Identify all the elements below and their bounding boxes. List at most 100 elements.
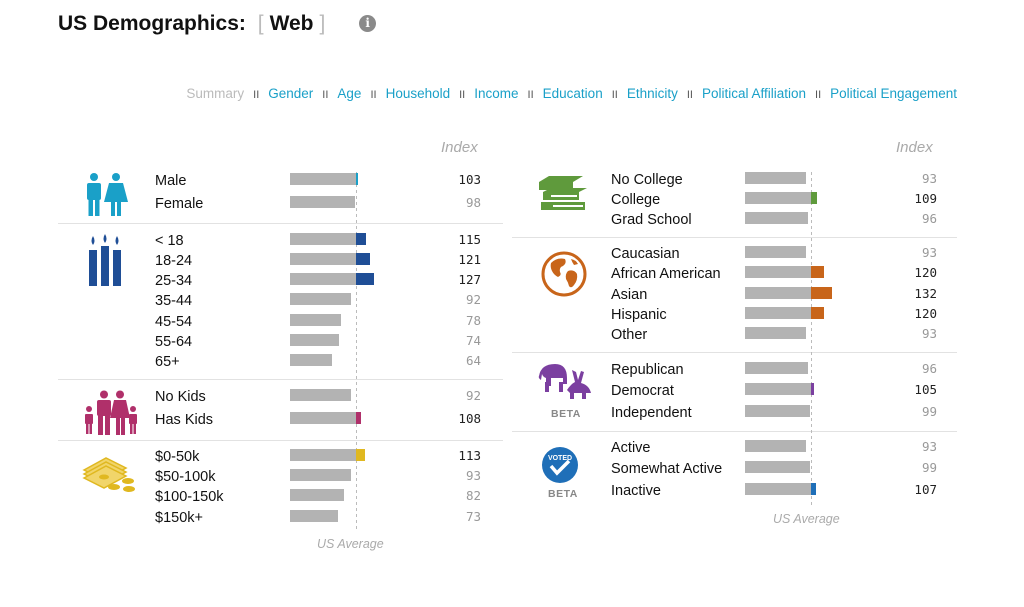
bar-18 bbox=[290, 233, 356, 245]
group-divider bbox=[58, 379, 503, 380]
index-value-male: 103 bbox=[458, 172, 481, 187]
category-label-somewhat-active: Somewhat Active bbox=[611, 461, 723, 477]
bar-female bbox=[290, 196, 355, 208]
nav-tab-gender[interactable]: Gender bbox=[268, 86, 314, 101]
bar-55-64 bbox=[290, 334, 339, 346]
nav-tab-political-engagement[interactable]: Political Engagement bbox=[830, 86, 957, 101]
bar-male bbox=[290, 173, 356, 185]
globe-icon bbox=[541, 251, 587, 297]
category-label-inactive: Inactive bbox=[611, 483, 661, 499]
nav-separator: II bbox=[370, 89, 377, 101]
group-divider bbox=[58, 223, 503, 224]
index-value-no-kids: 92 bbox=[465, 388, 481, 403]
bar-republican bbox=[745, 362, 809, 374]
index-value-other: 93 bbox=[921, 326, 937, 341]
category-label-male: Male bbox=[155, 173, 187, 189]
nav-tab-ethnicity[interactable]: Ethnicity bbox=[626, 86, 678, 101]
nav-separator: II bbox=[253, 89, 260, 101]
category-label-65: 65+ bbox=[155, 354, 180, 370]
category-label-18-24: 18-24 bbox=[155, 253, 193, 269]
index-value-inactive: 107 bbox=[914, 482, 937, 497]
index-value-caucasian: 93 bbox=[921, 245, 937, 260]
nav-tab-summary[interactable]: Summary bbox=[186, 86, 245, 101]
index-value-45-54: 78 bbox=[465, 313, 481, 328]
bar-independent bbox=[745, 405, 811, 417]
books-icon bbox=[539, 176, 587, 210]
index-value-100-150k: 82 bbox=[465, 488, 481, 503]
info-icon[interactable]: i bbox=[359, 15, 377, 32]
index-value-0-50k: 113 bbox=[458, 448, 481, 463]
bar-excess-has-kids bbox=[356, 412, 362, 424]
bar-0-50k bbox=[290, 449, 356, 461]
index-value-grad-school: 96 bbox=[921, 211, 937, 226]
index-value-republican: 96 bbox=[921, 361, 937, 376]
view-selector[interactable]: Web bbox=[269, 12, 314, 35]
index-header-right: Index bbox=[896, 139, 933, 156]
bar-hispanic bbox=[745, 307, 811, 319]
nav-tab-education[interactable]: Education bbox=[542, 86, 603, 101]
category-label-asian: Asian bbox=[611, 287, 648, 303]
nav-tab-income[interactable]: Income bbox=[474, 86, 519, 101]
bar-excess-african-american bbox=[811, 266, 825, 278]
bar-18-24 bbox=[290, 253, 356, 265]
nav-separator: II bbox=[459, 89, 466, 101]
us-average-label-left: US Average bbox=[317, 537, 384, 551]
nav-separator: II bbox=[527, 89, 534, 101]
group-divider bbox=[512, 352, 957, 353]
category-label-0-50k: $0-50k bbox=[155, 449, 200, 465]
index-value-hispanic: 120 bbox=[914, 306, 937, 321]
bar-50-100k bbox=[290, 469, 352, 481]
bar-excess-18-24 bbox=[356, 253, 370, 265]
bracket-close: ] bbox=[319, 12, 326, 35]
bar-active bbox=[745, 440, 807, 452]
category-label-18: < 18 bbox=[155, 233, 184, 249]
nav-separator: II bbox=[322, 89, 329, 101]
bar-inactive bbox=[745, 483, 811, 495]
group-divider bbox=[58, 440, 503, 441]
category-label-50-100k: $50-100k bbox=[155, 469, 216, 485]
category-label-college: College bbox=[611, 192, 661, 208]
page-title: US Demographics: [Web] i bbox=[58, 12, 377, 36]
category-label-active: Active bbox=[611, 440, 651, 456]
nav-separator: II bbox=[611, 89, 618, 101]
category-label-no-college: No College bbox=[611, 172, 683, 188]
category-label-african-american: African American bbox=[611, 266, 721, 282]
money-icon bbox=[82, 457, 135, 492]
category-label-no-kids: No Kids bbox=[155, 389, 206, 405]
us-average-line bbox=[356, 172, 357, 530]
bar-asian bbox=[745, 287, 811, 299]
bar-150k bbox=[290, 510, 339, 522]
index-value-female: 98 bbox=[465, 195, 481, 210]
index-value-independent: 99 bbox=[921, 404, 937, 419]
index-value-african-american: 120 bbox=[914, 265, 937, 280]
index-value-college: 109 bbox=[914, 191, 937, 206]
category-label-female: Female bbox=[155, 196, 204, 212]
index-value-active: 93 bbox=[921, 439, 937, 454]
male-female-icon bbox=[87, 173, 128, 216]
category-label-other: Other bbox=[611, 327, 648, 343]
index-value-has-kids: 108 bbox=[458, 411, 481, 426]
nav-tab-age[interactable]: Age bbox=[337, 86, 362, 101]
bar-excess-male bbox=[356, 173, 358, 185]
nav-separator: II bbox=[686, 89, 693, 101]
index-value-somewhat-active: 99 bbox=[921, 460, 937, 475]
bar-democrat bbox=[745, 383, 811, 395]
bar-grad-school bbox=[745, 212, 809, 224]
nav-tab-political-affiliation[interactable]: Political Affiliation bbox=[701, 86, 807, 101]
index-value-65: 64 bbox=[465, 353, 481, 368]
bar-excess-inactive bbox=[811, 483, 816, 495]
bar-somewhat-active bbox=[745, 461, 811, 473]
group-divider bbox=[512, 237, 957, 238]
candles-icon bbox=[89, 234, 121, 286]
elephant-donkey-icon bbox=[538, 364, 591, 399]
category-label-caucasian: Caucasian bbox=[611, 246, 680, 262]
bar-excess-asian bbox=[811, 287, 833, 299]
index-value-150k: 73 bbox=[465, 509, 481, 524]
nav-tab-household[interactable]: Household bbox=[385, 86, 451, 101]
category-label-100-150k: $100-150k bbox=[155, 489, 224, 505]
group-divider bbox=[512, 431, 957, 432]
index-value-50-100k: 93 bbox=[465, 468, 481, 483]
index-value-35-44: 92 bbox=[465, 292, 481, 307]
category-label-grad-school: Grad School bbox=[611, 212, 692, 228]
bar-35-44 bbox=[290, 293, 351, 305]
